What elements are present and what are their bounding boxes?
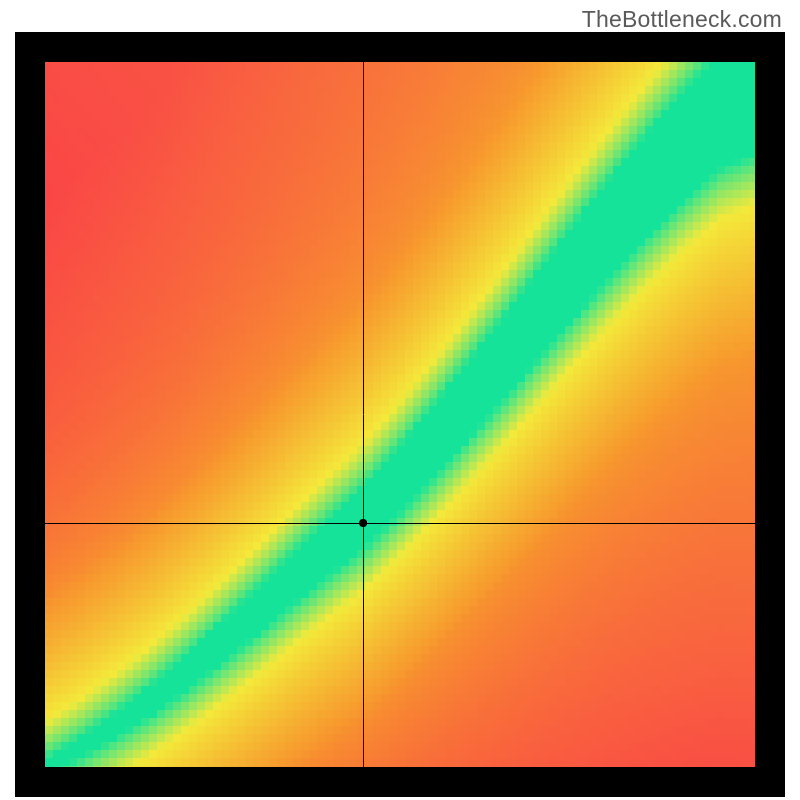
- heatmap-chart: [0, 0, 800, 800]
- watermark-text: TheBottleneck.com: [582, 6, 782, 33]
- heatmap-canvas: [0, 0, 800, 800]
